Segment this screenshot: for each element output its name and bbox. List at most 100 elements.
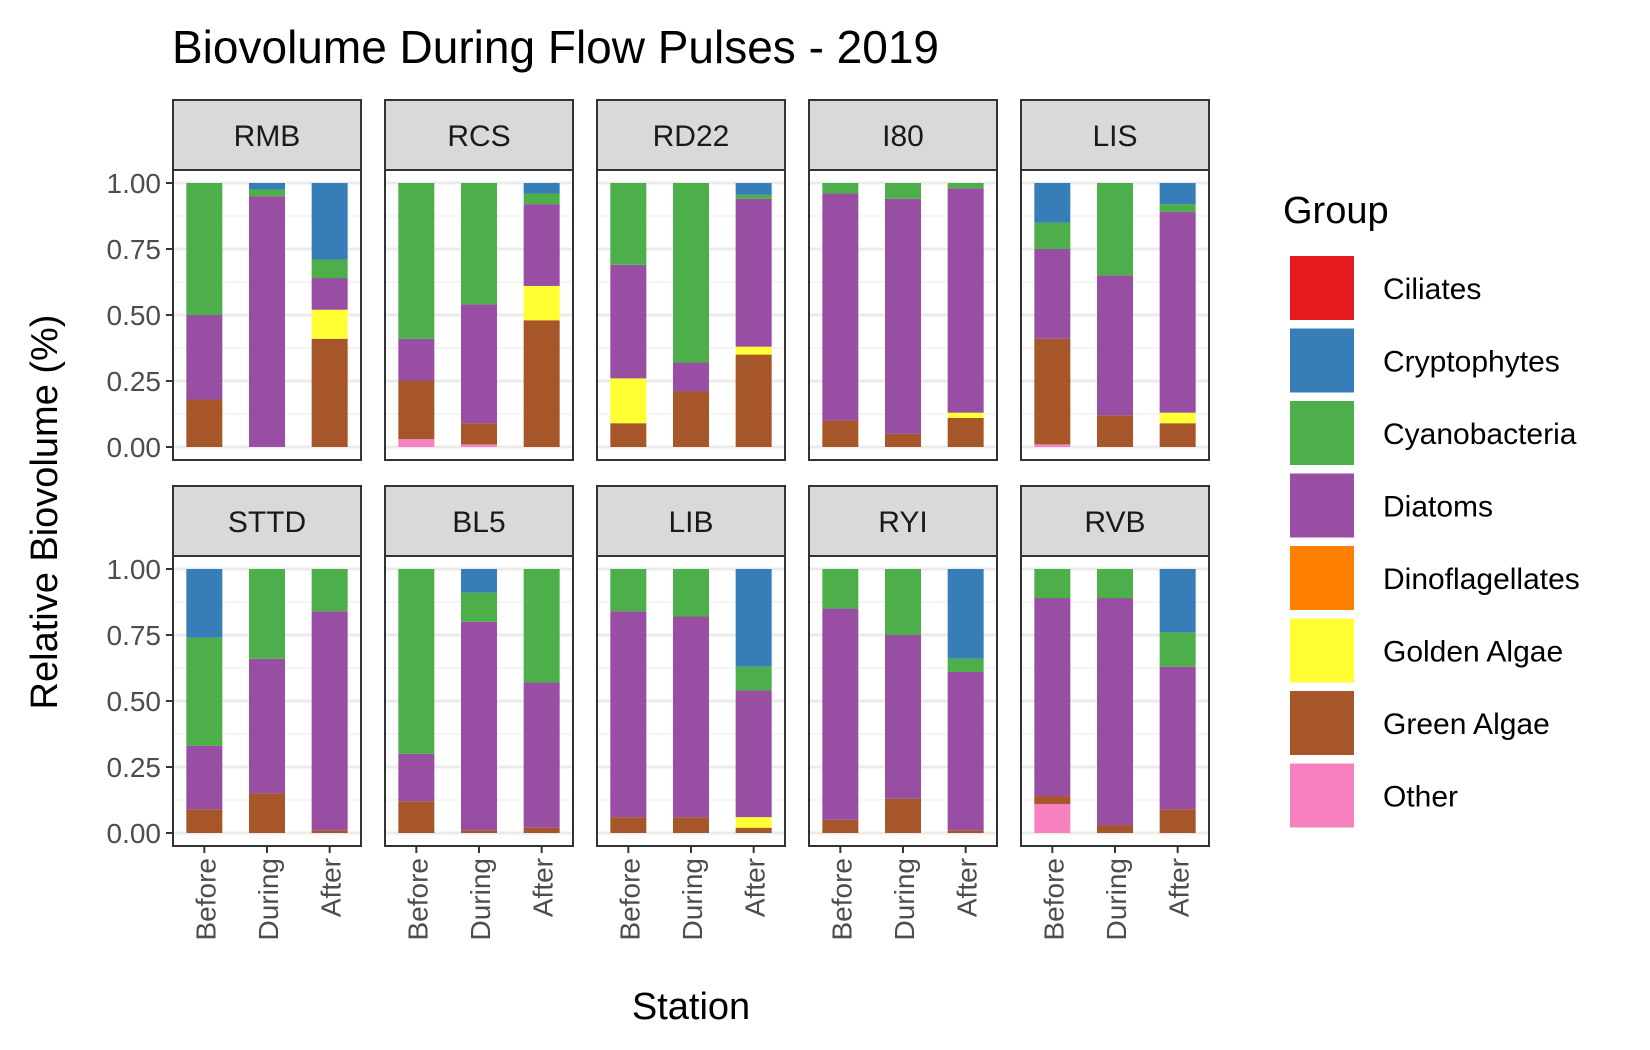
x-tick-label: During [253,858,284,940]
bar-segment-rvb-after-cyanobacteria [1159,632,1196,667]
bar-segment-rd22-after-green-algae [735,354,772,447]
bar-segment-lis-after-cryptophytes [1159,183,1196,205]
panel-i80: I80 [808,99,998,461]
legend-label: Other [1383,781,1458,814]
bar-segment-bl5-during-green-algae [461,830,497,833]
legend-label: Cyanobacteria [1383,418,1577,451]
strip-label: STTD [228,506,306,539]
bar-segment-lis-before-cryptophytes [1034,183,1071,223]
bar-segment-rd22-before-golden-algae [610,378,647,424]
x-tick-label: Before [1038,858,1069,941]
bar-segment-ryi-before-cyanobacteria [822,569,859,609]
strip-background [808,99,998,171]
legend-key [1290,618,1354,683]
legend-key [1290,256,1354,320]
legend-key [1290,763,1354,828]
strip-background [1020,99,1210,171]
bar-segment-sttd-after-green-algae [311,830,348,833]
panel-ryi: RYI Before During After [808,485,998,941]
bar-segment-ryi-before-green-algae [822,819,859,833]
bar-segment-rvb-during-diatoms [1097,598,1133,826]
legend-item-golden-algae: Golden Algae [1290,618,1563,683]
bar-segment-bl5-after-cyanobacteria [523,569,560,683]
bar-segment-bl5-during-cryptophytes [461,569,497,593]
x-tick-label: During [1101,858,1132,940]
panel-border [1020,169,1210,461]
x-tick-label: During [677,858,708,940]
bar-segment-lib-after-diatoms [735,690,772,818]
bar-segment-rmb-after-diatoms [311,278,348,310]
y-tick-label: 1.00 [107,168,162,199]
bar-segment-lib-before-cyanobacteria [610,569,647,612]
strip-label: I80 [882,120,924,153]
bar-segment-rmb-during-cyanobacteria [249,189,285,197]
bar-segment-rvb-during-cyanobacteria [1097,569,1133,599]
bar-segment-i80-after-golden-algae [947,412,984,418]
strip-label: BL5 [452,506,505,539]
bar-segment-rvb-before-cyanobacteria [1034,569,1071,599]
legend-item-ciliates: Ciliates [1290,256,1481,320]
bar-segment-rvb-after-green-algae [1159,809,1196,833]
bar-segment-bl5-before-cyanobacteria [398,569,435,754]
panel-border [384,169,574,461]
bar-segment-lis-during-diatoms [1097,275,1133,416]
bar-segment-ryi-before-diatoms [822,608,859,820]
strip-label: LIS [1092,120,1137,153]
bar-segment-rd22-during-cyanobacteria [673,183,709,363]
legend-label: Golden Algae [1383,636,1563,669]
bar-segment-bl5-after-green-algae [523,827,560,833]
bar-segment-rcs-during-other [461,444,497,447]
bar-segment-rmb-after-cyanobacteria [311,259,348,279]
strip-label: RYI [878,506,927,539]
bar-segment-sttd-after-diatoms [311,611,348,831]
bar-segment-rmb-before-green-algae [186,399,223,447]
y-tick-label: 0.75 [107,234,162,265]
bar-segment-lis-during-green-algae [1097,415,1133,447]
bar-segment-lis-before-cyanobacteria [1034,222,1071,249]
bar-segment-rd22-after-cyanobacteria [735,194,772,199]
strip-background [596,485,786,557]
bar-segment-rvb-after-diatoms [1159,666,1196,810]
panel-border [808,169,998,461]
legend-key [1290,328,1354,393]
bar-segment-sttd-before-diatoms [186,745,223,810]
bar-segment-i80-during-green-algae [885,433,921,447]
bar-segment-i80-before-green-algae [822,420,859,447]
bar-segment-rcs-during-diatoms [461,304,497,424]
panel-lis: LIS [1020,99,1210,461]
bar-segment-i80-during-diatoms [885,198,921,434]
legend-item-green-algae: Green Algae [1290,691,1550,755]
bar-segment-rd22-before-cyanobacteria [610,183,647,265]
strip-background [596,99,786,171]
strip-background [172,485,362,557]
bar-segment-sttd-before-cryptophytes [186,569,223,638]
bar-segment-lis-after-golden-algae [1159,412,1196,424]
y-tick-label: 0.00 [107,432,162,463]
bar-segment-ryi-after-cryptophytes [947,569,984,659]
panel-rmb: RMB 0.00 0.25 0.50 0.75 1.00 [107,99,362,463]
bar-segment-sttd-before-cyanobacteria [186,637,223,746]
legend-item-diatoms: Diatoms [1290,473,1493,538]
bar-segment-rcs-after-cyanobacteria [523,193,560,205]
bar-segment-rcs-before-green-algae [398,381,435,440]
bar-segment-lis-after-green-algae [1159,423,1196,447]
bar-segment-bl5-before-green-algae [398,801,435,833]
legend: Group Ciliates Cryptophytes Cyanobacteria D… [1283,190,1580,828]
y-tick-label: 1.00 [107,554,162,585]
bar-segment-i80-before-cyanobacteria [822,183,859,194]
bar-segment-sttd-after-cyanobacteria [311,569,348,612]
bar-segment-rcs-before-other [398,439,435,447]
bar-segment-bl5-after-diatoms [523,682,560,828]
bar-segment-lib-during-green-algae [673,817,709,833]
bar-segment-rd22-before-green-algae [610,423,647,447]
bar-segment-rmb-after-cryptophytes [311,183,348,260]
panel-lib: LIB Before During After [596,485,786,941]
x-axis-title: Station [632,986,750,1028]
x-tick-label: During [465,858,496,940]
bar-segment-rd22-after-cryptophytes [735,183,772,195]
bar-segment-lib-before-green-algae [610,817,647,833]
y-tick-label: 0.25 [107,752,162,783]
legend-label: Ciliates [1383,273,1481,306]
legend-item-dinoflagellates: Dinoflagellates [1290,546,1580,610]
bar-segment-bl5-before-diatoms [398,753,435,802]
